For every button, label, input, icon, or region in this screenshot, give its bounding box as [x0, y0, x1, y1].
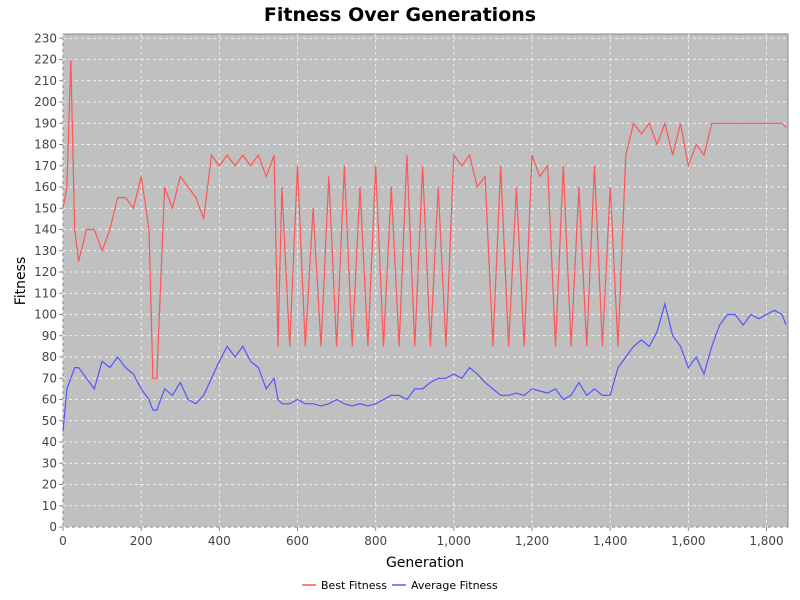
y-axis-label: Fitness	[13, 257, 29, 306]
y-tick-label: 230	[34, 31, 57, 45]
x-tick-label: 1,200	[515, 534, 549, 548]
y-tick-label: 210	[34, 74, 57, 88]
y-tick-label: 120	[34, 265, 57, 279]
y-tick-label: 170	[34, 159, 57, 173]
y-tick-label: 220	[34, 53, 57, 67]
x-tick-label: 1,000	[437, 534, 471, 548]
y-tick-label: 110	[34, 286, 57, 300]
y-tick-label: 90	[42, 329, 57, 343]
x-tick-label: 1,800	[749, 534, 783, 548]
y-tick-label: 80	[42, 350, 57, 364]
y-tick-label: 160	[34, 180, 57, 194]
x-tick-label: 0	[59, 534, 67, 548]
y-tick-label: 30	[42, 456, 57, 470]
grid-lines	[62, 34, 788, 528]
y-tick-label: 50	[42, 414, 57, 428]
series-line-best-fitness	[62, 59, 787, 379]
series-line-average-fitness	[62, 301, 787, 432]
x-tick-label: 800	[364, 534, 387, 548]
y-tick-label: 130	[34, 244, 57, 258]
legend-label: Average Fitness	[411, 579, 498, 592]
y-tick-label: 200	[34, 95, 57, 109]
x-axis-label: Generation	[386, 555, 464, 571]
y-tick-label: 150	[34, 201, 57, 215]
y-tick-label: 190	[34, 116, 57, 130]
legend: Best Fitness Average Fitness	[302, 579, 498, 592]
x-tick-label: 1,600	[671, 534, 705, 548]
y-tick-label: 20	[42, 478, 57, 492]
legend-label: Best Fitness	[321, 579, 387, 592]
x-tick-label: 400	[208, 534, 231, 548]
y-tick-label: 180	[34, 138, 57, 152]
plot-area	[62, 33, 789, 528]
y-tick-label: 100	[34, 308, 57, 322]
series-layer	[62, 59, 787, 432]
x-tick-label: 600	[286, 534, 309, 548]
x-tick-label: 200	[130, 534, 153, 548]
chart-title: Fitness Over Generations	[264, 4, 536, 26]
y-tick-label: 10	[42, 499, 57, 513]
y-tick-label: 140	[34, 223, 57, 237]
y-tick-label: 70	[42, 371, 57, 385]
x-tick-label: 1,400	[593, 534, 627, 548]
y-tick-label: 0	[49, 520, 57, 534]
y-tick-label: 60	[42, 393, 57, 407]
y-tick-label: 40	[42, 435, 57, 449]
axes: 0 10 20 30 40 50 60 70 80 90 100 110 120 130 140 150 160…	[34, 31, 784, 548]
